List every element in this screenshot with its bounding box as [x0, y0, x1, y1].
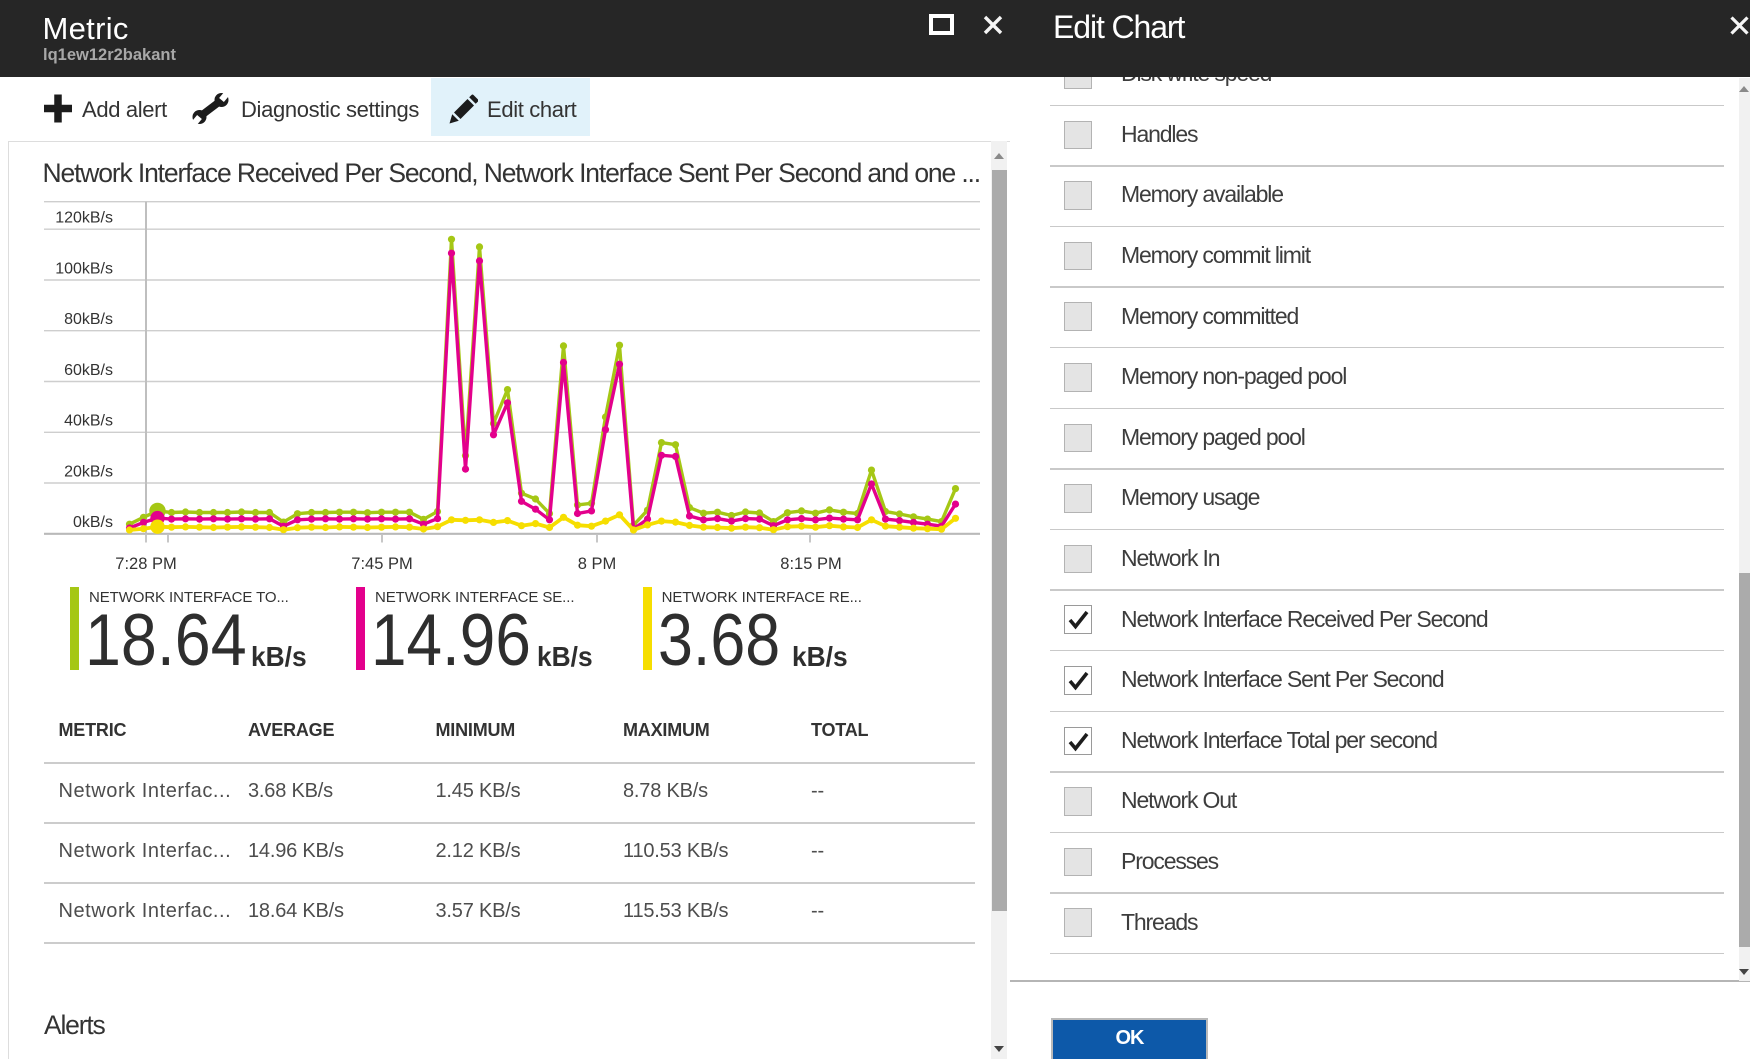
svg-text:100kB/s: 100kB/s: [55, 260, 113, 277]
svg-text:60kB/s: 60kB/s: [64, 362, 113, 379]
svg-text:80kB/s: 80kB/s: [64, 311, 113, 328]
svg-text:8:15 PM: 8:15 PM: [780, 555, 841, 573]
svg-text:20kB/s: 20kB/s: [64, 463, 113, 480]
svg-text:8 PM: 8 PM: [578, 555, 617, 573]
svg-text:7:28 PM: 7:28 PM: [115, 555, 176, 573]
svg-text:120kB/s: 120kB/s: [55, 210, 113, 227]
svg-text:40kB/s: 40kB/s: [64, 413, 113, 430]
svg-text:7:45 PM: 7:45 PM: [351, 555, 412, 573]
svg-text:0kB/s: 0kB/s: [73, 514, 113, 531]
